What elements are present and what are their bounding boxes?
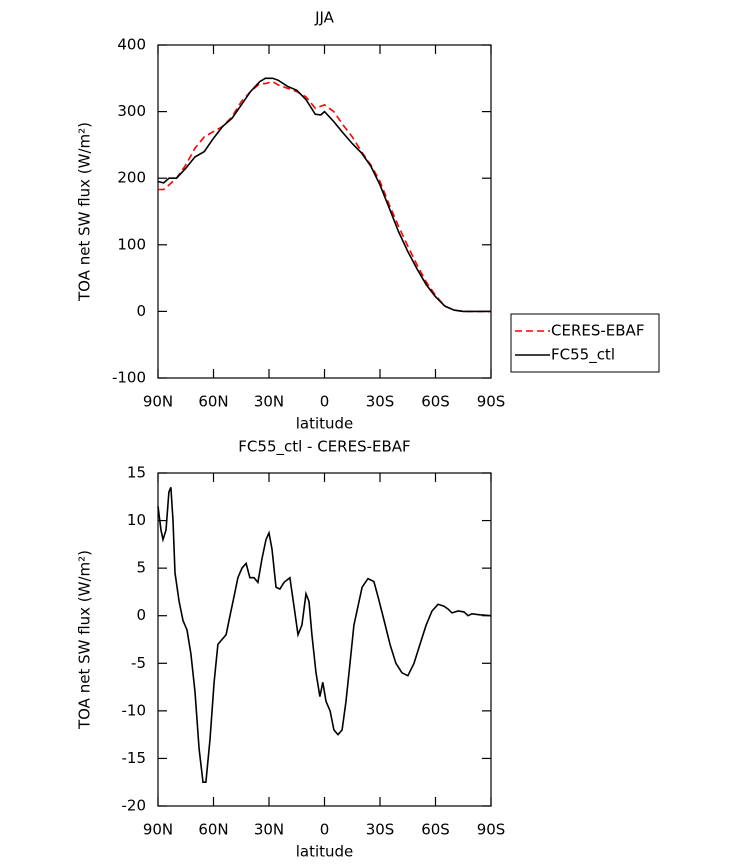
y-tick-label: 0 [136,302,146,320]
x-tick-label: 90S [477,393,506,411]
x-tick-label: 0 [320,393,330,411]
y-tick-label: -100 [112,369,146,387]
y-axis-label: TOA net SW flux (W/m²) [76,122,94,302]
y-axis-label: TOA net SW flux (W/m²) [76,550,94,730]
x-axis-label: latitude [296,415,354,433]
x-tick-label: 90N [143,393,173,411]
data-line [157,486,492,783]
legend-box [510,313,660,373]
x-tick-label: 30S [366,821,395,839]
x-tick-label: 90N [143,821,173,839]
y-tick-label: 300 [117,102,146,120]
y-tick-label: 10 [127,511,146,529]
legend-label: FC55_ctl [551,346,615,365]
y-tick-label: 400 [117,36,146,54]
x-tick-label: 30S [366,393,395,411]
plot-frame [157,44,492,379]
data-line [158,80,491,313]
chart-title: JJA [314,9,335,27]
x-tick-label: 0 [320,821,330,839]
y-tick-label: 15 [127,464,146,482]
x-tick-label: 60S [421,393,450,411]
x-tick-label: 30N [254,393,284,411]
x-tick-label: 60N [198,821,228,839]
x-tick-label: 60N [198,393,228,411]
x-tick-label: 30N [254,821,284,839]
x-axis-label: latitude [296,843,354,861]
y-tick-label: -20 [122,797,147,815]
y-tick-label: 5 [136,559,146,577]
y-tick-label: 200 [117,169,146,187]
y-tick-label: 0 [136,606,146,624]
x-tick-label: 90S [477,821,506,839]
y-tick-label: -15 [122,749,147,767]
data-line [157,77,491,313]
y-tick-label: 100 [117,235,146,253]
legend-label: CERES-EBAF [551,322,644,340]
chart-title: FC55_ctl - CERES-EBAF [238,438,410,457]
y-tick-label: -10 [122,701,147,719]
y-tick-label: -5 [131,654,146,672]
x-tick-label: 60S [421,821,450,839]
